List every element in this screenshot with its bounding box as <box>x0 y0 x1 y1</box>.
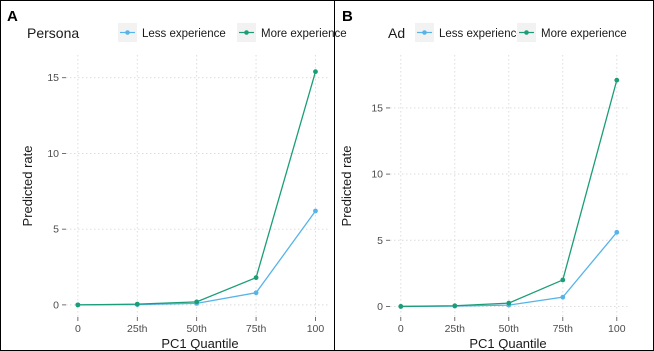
chart-panel-a: A Persona Less experience More experience 0 5… <box>7 8 347 351</box>
x-tick-label: 50th <box>499 323 520 335</box>
data-point <box>506 300 512 306</box>
data-point <box>614 229 620 235</box>
legend-label: Less experience <box>439 28 523 40</box>
x-axis-title: PC1 Quantile <box>161 336 238 351</box>
data-point <box>134 301 140 307</box>
y-tick-label: 5 <box>53 224 59 236</box>
data-point <box>560 294 566 300</box>
x-tick-label: 100 <box>608 323 626 335</box>
x-tick-label: 100 <box>307 323 325 335</box>
x-tick-label: 75th <box>246 323 267 335</box>
legend-key-point <box>524 30 529 35</box>
y-tick-label: 10 <box>47 148 59 160</box>
series-line <box>77 210 317 306</box>
y-tick-label: 15 <box>47 72 59 84</box>
legend-label: More experience <box>541 28 627 40</box>
x-axis-title: PC1 Quantile <box>469 336 546 351</box>
x-tick-label: 25th <box>127 323 148 335</box>
panel-label: A <box>7 8 18 25</box>
data-point <box>614 77 620 83</box>
panel-divider <box>334 0 335 351</box>
data-point <box>194 299 200 305</box>
chart-panel-b: B Ad Less experience More experience 0 5 10 15 0… <box>339 8 630 351</box>
legend-label: Less experience <box>142 28 226 40</box>
y-tick-label: 10 <box>371 169 383 181</box>
legend-title: Ad <box>388 25 405 41</box>
data-point <box>313 208 318 214</box>
legend-key-point <box>125 30 130 35</box>
data-point <box>452 303 458 309</box>
y-tick-label: 0 <box>377 301 383 313</box>
y-tick-label: 0 <box>53 299 59 311</box>
data-point <box>253 275 259 281</box>
x-tick-label: 0 <box>75 323 81 335</box>
x-tick-label: 75th <box>553 323 574 335</box>
legend: Persona Less experience More experience <box>27 23 347 42</box>
x-tick-label: 25th <box>445 323 466 335</box>
y-axis-title: Predicted rate <box>20 146 35 227</box>
data-point <box>313 69 318 75</box>
legend-key-point <box>244 30 249 35</box>
data-point <box>398 304 404 309</box>
legend: Ad Less experience More experience <box>388 23 627 42</box>
x-tick-label: 0 <box>398 323 404 335</box>
legend-key-point <box>422 30 427 35</box>
y-tick-label: 5 <box>377 235 383 247</box>
legend-title: Persona <box>27 25 79 41</box>
x-tick-label: 50th <box>186 323 207 335</box>
y-tick-label: 15 <box>371 102 383 114</box>
data-point <box>560 277 566 283</box>
data-point <box>75 302 81 308</box>
y-axis-title: Predicted rate <box>339 146 354 227</box>
panel-label: B <box>342 8 353 25</box>
legend-label: More experience <box>261 28 347 40</box>
data-point <box>253 290 259 296</box>
